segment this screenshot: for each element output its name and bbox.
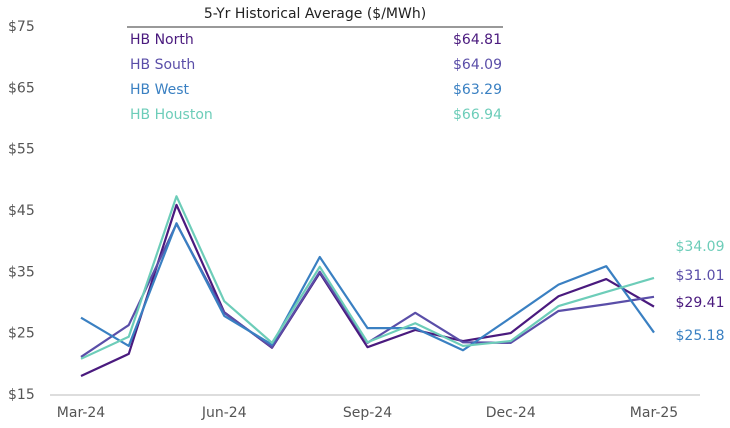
x-tick-label: Mar-25 — [630, 405, 678, 421]
legend-name: HB Houston — [130, 107, 213, 123]
series-line — [80, 195, 655, 360]
end-label: $34.09 — [676, 239, 725, 255]
y-tick-label: $35 — [8, 264, 35, 280]
end-label: $29.41 — [676, 295, 725, 311]
y-tick-label: $75 — [8, 19, 35, 35]
legend-title: 5-Yr Historical Average ($/MWh) — [204, 6, 426, 22]
end-label: $31.01 — [676, 268, 725, 284]
legend-name: HB North — [130, 32, 194, 48]
y-tick-label: $25 — [8, 326, 35, 342]
y-tick-label: $45 — [8, 203, 35, 219]
legend-name: HB South — [130, 57, 195, 73]
legend-name: HB West — [130, 82, 190, 98]
series-line — [80, 222, 655, 358]
legend-value: $64.09 — [453, 57, 502, 73]
y-tick-label: $15 — [8, 387, 35, 403]
end-label: $25.18 — [676, 328, 725, 344]
legend-value: $64.81 — [453, 32, 502, 48]
y-tick-label: $55 — [8, 142, 35, 158]
series-line — [80, 203, 655, 377]
x-tick-label: Dec-24 — [486, 405, 536, 421]
legend-value: $63.29 — [453, 82, 502, 98]
legend-value: $66.94 — [453, 107, 502, 123]
x-tick-label: Mar-24 — [57, 405, 105, 421]
x-tick-label: Sep-24 — [343, 405, 392, 421]
x-tick-label: Jun-24 — [201, 405, 247, 421]
y-tick-label: $65 — [8, 80, 35, 96]
series-line — [80, 222, 655, 352]
